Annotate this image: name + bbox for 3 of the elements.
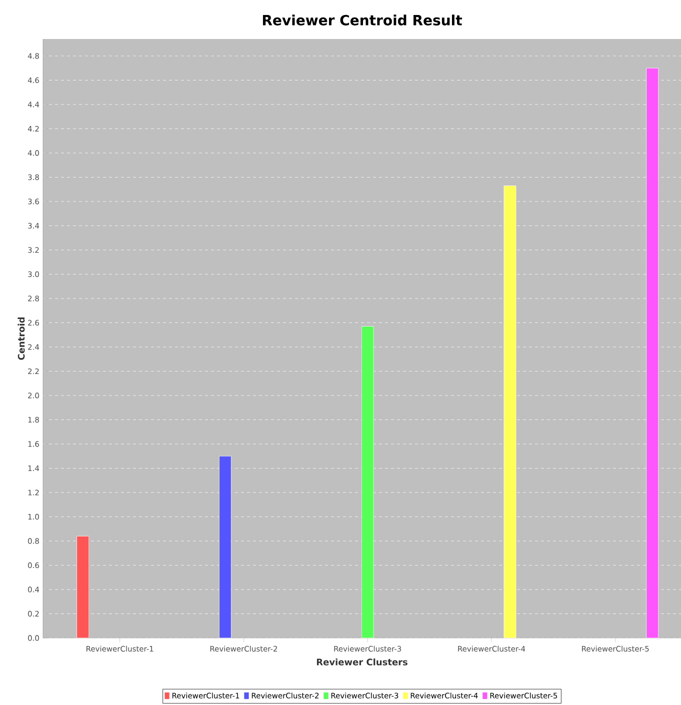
x-axis-title: Reviewer Clusters [316,658,408,666]
y-axis-title: Centroid [18,317,25,360]
chart-title: Reviewer Centroid Result [262,14,462,26]
